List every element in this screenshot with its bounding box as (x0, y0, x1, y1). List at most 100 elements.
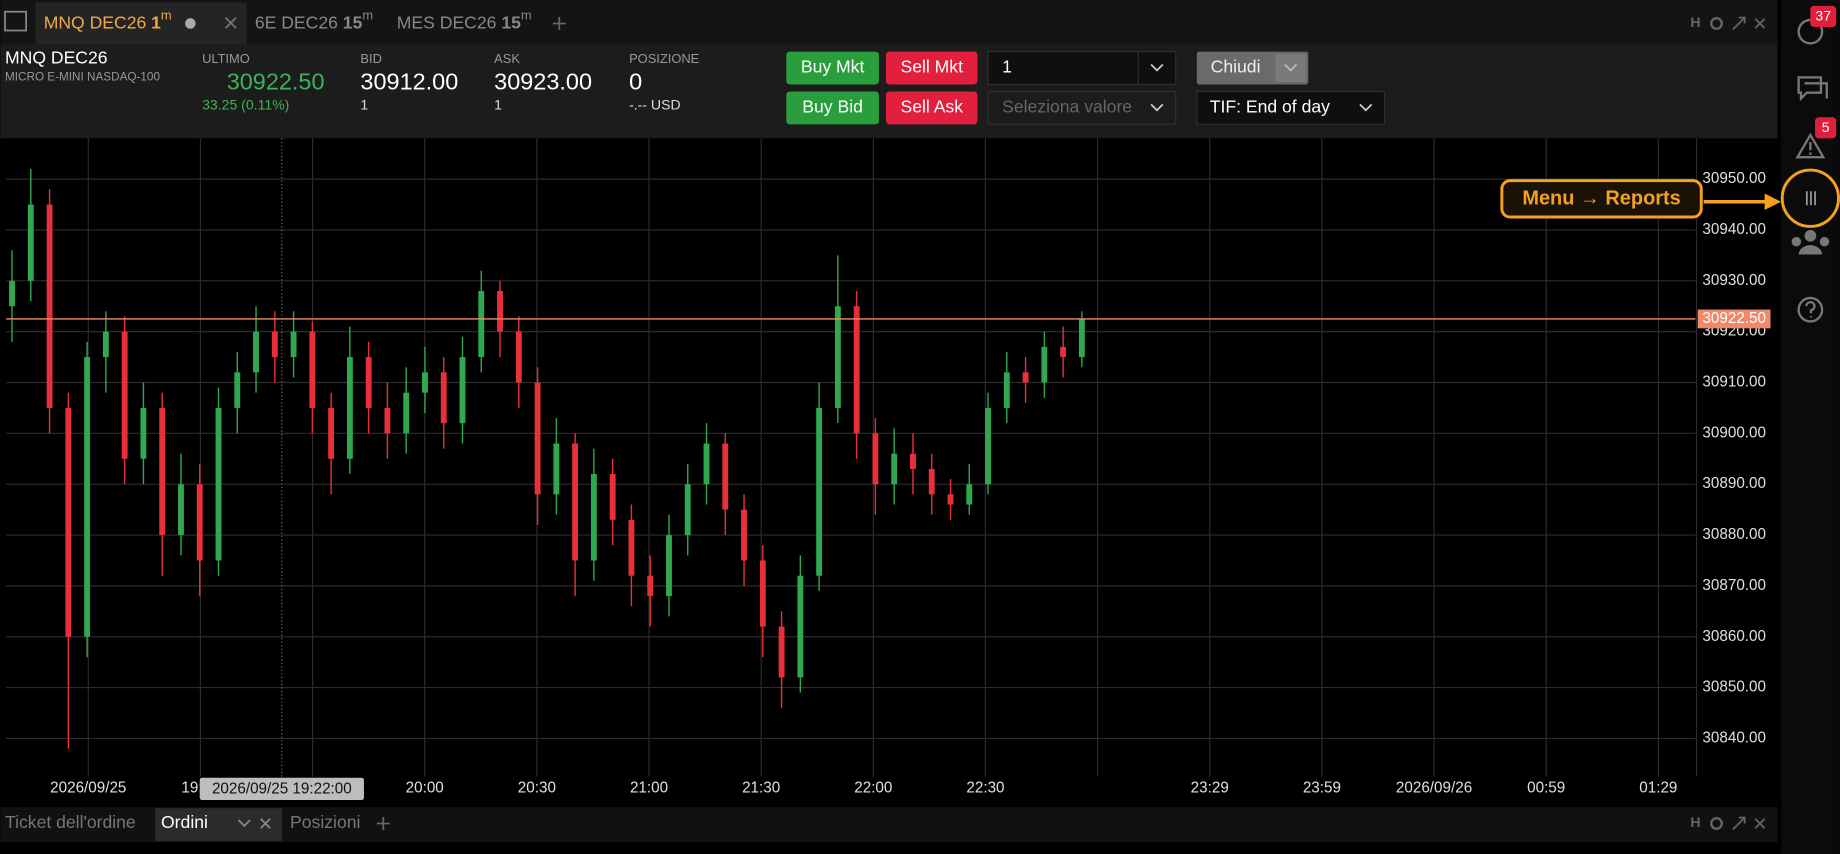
x-tick-label: 21:00 (630, 779, 668, 796)
last-price: 30922.50 (227, 68, 325, 94)
close-icon[interactable] (1754, 18, 1766, 29)
candle-body (628, 519, 635, 576)
tab-label[interactable]: MNQ DEC26 1m (44, 8, 172, 32)
bottom-tab[interactable]: Posizioni (290, 812, 360, 832)
community-icon[interactable] (1791, 229, 1830, 255)
candle-body (478, 290, 485, 358)
help-icon[interactable] (1797, 296, 1824, 323)
sell-ask-button[interactable] (885, 91, 978, 125)
candle-body (215, 407, 222, 561)
chevron[interactable] (237, 819, 251, 828)
candle-body (403, 392, 410, 434)
button-label[interactable]: Buy Bid (802, 97, 863, 117)
close-dropdown[interactable] (1275, 53, 1306, 83)
last-price-tag (1697, 309, 1771, 329)
settings-icon[interactable] (1710, 817, 1723, 830)
candle-body (1003, 372, 1010, 408)
y-tick-label: 30860.00 (1702, 628, 1766, 645)
button-label[interactable]: Buy Mkt (801, 57, 865, 77)
instrument-symbol: MNQ DEC26 (5, 47, 108, 67)
badge-count: 37 (1815, 8, 1831, 24)
y-tick-label: 30950.00 (1702, 170, 1766, 187)
tab-close[interactable] (260, 818, 271, 829)
candle-body (290, 331, 297, 358)
layout-icon[interactable] (4, 10, 27, 32)
alert-icon[interactable] (1795, 132, 1826, 159)
menu-icon[interactable] (1805, 191, 1816, 206)
candle-body (741, 509, 747, 561)
candle-body (459, 357, 466, 424)
candle-body (985, 407, 991, 485)
active-tab[interactable] (35, 2, 247, 45)
button-label[interactable]: Sell Mkt (900, 57, 963, 77)
tab-bar (0, 0, 1778, 45)
buy-market-button[interactable] (786, 51, 879, 85)
candle-body (365, 357, 372, 408)
bid-size: 1 (360, 96, 368, 112)
candle-body (928, 468, 935, 495)
value-select[interactable] (987, 90, 1177, 125)
y-tick-label: 30850.00 (1702, 679, 1766, 696)
chevron[interactable] (1359, 103, 1373, 112)
candle-body (1060, 346, 1067, 358)
candle-body (346, 357, 353, 459)
candle-body (271, 331, 278, 358)
tab-label[interactable]: MES DEC26 15m (397, 8, 532, 32)
x-tick-label: 22:00 (854, 779, 892, 796)
button-label[interactable]: Chiudi (1211, 57, 1261, 77)
help-glyph (1805, 300, 1816, 318)
x-tick-label: 2026/09/26 (1396, 779, 1472, 796)
close-icon[interactable] (1754, 818, 1766, 829)
value-placeholder[interactable]: Seleziona valore (1002, 97, 1132, 117)
candle-body (84, 357, 91, 637)
candle-body (196, 484, 203, 561)
candle-body (759, 560, 766, 627)
candle-body (666, 535, 672, 597)
sell-market-button[interactable] (885, 51, 978, 85)
candle-body (1022, 372, 1029, 383)
chevron[interactable] (1150, 63, 1164, 72)
tif-select[interactable] (1196, 90, 1386, 125)
chevron[interactable] (1284, 63, 1298, 72)
x-tick-label: 23:29 (1191, 779, 1229, 796)
x-tick-label: 22:30 (966, 779, 1004, 796)
candle-body (872, 433, 879, 485)
settings-icon[interactable] (1710, 17, 1723, 30)
quantity-value[interactable]: 1 (1002, 57, 1012, 77)
candle-body (947, 494, 954, 505)
panel-control[interactable]: H (1690, 14, 1700, 30)
arrow-head (1764, 193, 1782, 210)
bottom-tab[interactable]: Ticket dell'ordine (5, 812, 136, 832)
tab-label[interactable]: 6E DEC26 15m (255, 8, 373, 32)
x-tick-label: 20:00 (406, 779, 444, 796)
tab-close[interactable] (224, 16, 237, 29)
button-label[interactable]: Sell Ask (900, 97, 963, 117)
ask-size: 1 (494, 96, 502, 112)
expand-icon[interactable] (1732, 816, 1746, 830)
bottom-bar (0, 807, 1778, 843)
candle-body (590, 474, 597, 561)
add-tab[interactable] (376, 817, 390, 830)
bid-price: 30912.00 (360, 68, 458, 94)
field-label: ULTIMO (202, 51, 250, 66)
price-change: 33.25 (0.11%) (202, 96, 289, 112)
add-tab[interactable] (552, 17, 566, 30)
bottom-tab[interactable]: Ordini (161, 812, 208, 832)
panel-control[interactable]: H (1690, 814, 1700, 830)
chevron[interactable] (1150, 103, 1164, 112)
y-tick-label: 30940.00 (1702, 221, 1766, 238)
highlight-circle (1780, 168, 1840, 228)
chat-icon[interactable] (1797, 76, 1828, 102)
candle-body (1078, 318, 1085, 358)
active-bottom-tab[interactable] (155, 808, 282, 842)
expand-icon[interactable] (1732, 16, 1746, 30)
candle-body (1041, 346, 1048, 383)
candle-body (440, 372, 447, 424)
candle-body (722, 443, 729, 510)
quantity-input[interactable] (987, 51, 1177, 86)
candle-body (328, 407, 335, 459)
buy-bid-button[interactable] (786, 91, 879, 125)
tif-value[interactable]: TIF: End of day (1210, 97, 1330, 117)
candle-body (159, 407, 166, 536)
candle-body (797, 575, 804, 678)
